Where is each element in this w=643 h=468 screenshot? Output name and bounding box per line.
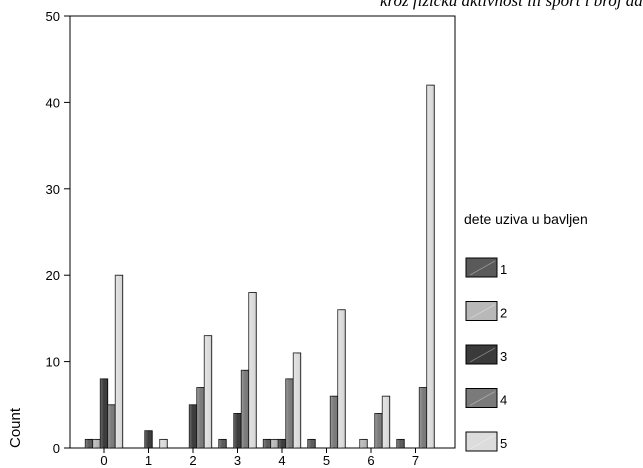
legend-swatch-hatch	[469, 434, 496, 450]
bar-shade	[396, 439, 405, 448]
legend-label: 1	[500, 262, 507, 277]
legend-label: 5	[500, 436, 507, 451]
y-tick-label: 50	[46, 9, 60, 24]
legend-label: 3	[500, 349, 507, 364]
x-tick-label: 2	[189, 453, 196, 468]
plot-frame	[69, 15, 456, 449]
bar-shade	[307, 439, 316, 448]
legend-swatch	[465, 388, 498, 408]
bar-shade	[293, 352, 301, 448]
bar-shade	[100, 378, 108, 448]
bar-shade	[115, 275, 123, 448]
y-tick-label: 0	[53, 441, 60, 456]
legend: 1 2 3 4 5	[465, 257, 507, 452]
chart-title: kroz fizičku aktivnost ili sport i broj …	[380, 0, 643, 10]
legend-swatch-hatch	[469, 391, 496, 406]
plot-area: 0 10 20 30 40 50 0 1 2 3 4 5 6 7	[46, 9, 456, 468]
bar-shade	[241, 370, 249, 448]
legend-title: dete uziva u bavljen	[464, 211, 588, 227]
bar-shade	[144, 430, 153, 448]
legend-swatch-hatch	[469, 304, 496, 319]
y-tick-label: 40	[46, 95, 60, 110]
bar-shade	[92, 439, 101, 448]
x-tick-label: 3	[234, 453, 241, 468]
bar-shade	[218, 439, 227, 448]
y-tick-label: 10	[46, 355, 60, 370]
bar-shade	[204, 335, 212, 448]
bar-shade	[85, 439, 93, 448]
bar-shade	[419, 387, 427, 448]
bar-shade	[285, 378, 294, 448]
bar-shade	[233, 413, 242, 448]
legend-swatch	[465, 301, 498, 321]
x-tick-label: 0	[100, 453, 107, 468]
bar-shade	[337, 309, 346, 448]
bar-shade	[359, 439, 368, 448]
bar-shade	[270, 439, 279, 448]
y-axis-label: Count	[7, 407, 24, 448]
legend-swatch-hatch	[469, 260, 496, 276]
y-tick-label: 20	[46, 268, 60, 283]
x-tick-label: 4	[278, 453, 285, 468]
bar-shade	[196, 387, 205, 448]
bar-shade	[374, 413, 383, 448]
bar-shade	[278, 439, 286, 448]
x-tick-label: 7	[412, 453, 419, 468]
x-tick-label: 5	[323, 453, 330, 468]
bar-shade	[382, 396, 390, 448]
x-tick-label: 1	[145, 453, 152, 468]
bar-shade	[107, 404, 116, 448]
bar-shade	[330, 396, 338, 448]
bar-shade	[263, 439, 271, 448]
bar-shade	[248, 292, 257, 448]
legend-swatch-hatch	[469, 347, 496, 363]
legend-swatch	[465, 257, 498, 278]
x-tick-label: 6	[367, 453, 374, 468]
bar-shade	[159, 439, 168, 448]
y-tick-label: 30	[46, 182, 60, 197]
legend-label: 4	[500, 393, 507, 408]
legend-label: 2	[500, 306, 507, 321]
bar-shade	[189, 404, 197, 448]
legend-swatch	[465, 344, 498, 365]
bar-shade	[426, 85, 435, 449]
legend-swatch	[465, 431, 498, 452]
